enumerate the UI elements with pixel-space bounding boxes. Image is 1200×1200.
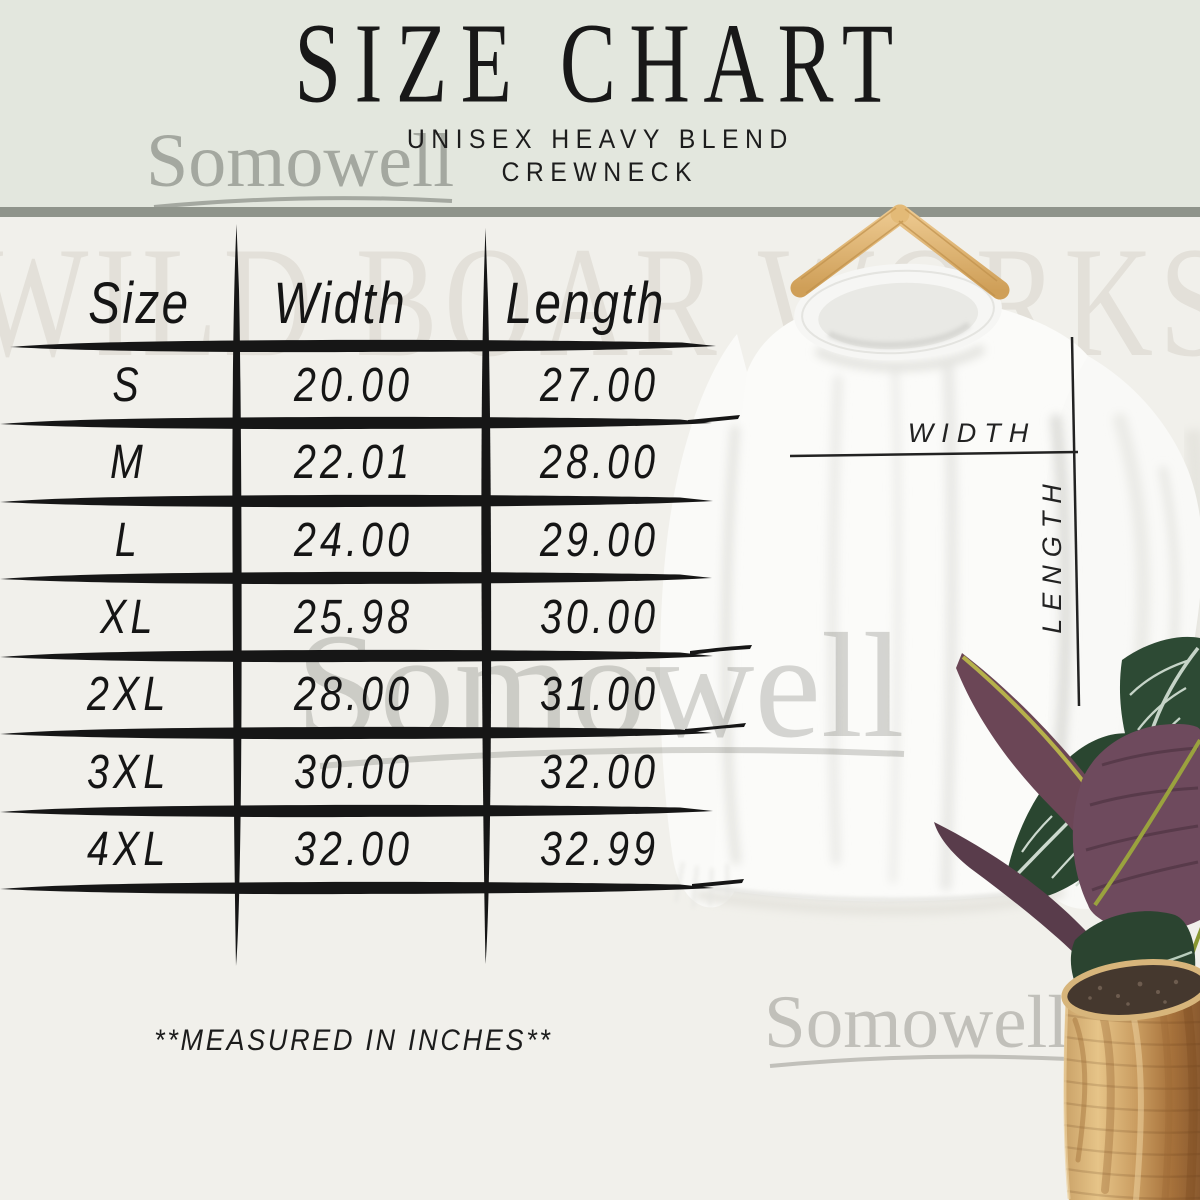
cell-length: 32.00 xyxy=(540,745,660,799)
measurement-footnote: **MEASURED IN INCHES** xyxy=(153,1024,553,1057)
header-divider xyxy=(0,207,1200,217)
subtitle-line2: CREWNECK xyxy=(501,157,699,187)
page-title: SIZE CHART xyxy=(293,0,907,127)
subtitle-line1: UNISEX HEAVY BLEND xyxy=(406,124,794,154)
cell-length: 28.00 xyxy=(540,435,660,489)
cell-width: 32.00 xyxy=(294,822,414,876)
cell-length: 29.00 xyxy=(540,513,660,567)
cell-size: 4XL xyxy=(86,822,170,876)
width-measure-label: WIDTH xyxy=(908,418,1036,448)
grid-vline-1 xyxy=(232,224,242,966)
cell-length: 27.00 xyxy=(540,358,660,412)
column-header-length: Length xyxy=(505,270,667,336)
cell-size: S xyxy=(112,358,144,412)
collar xyxy=(794,263,1002,361)
cell-size: XL xyxy=(99,590,157,644)
cell-width: 20.00 xyxy=(294,358,414,412)
vase-soil xyxy=(1061,959,1200,1021)
cell-width: 25.98 xyxy=(294,590,414,644)
garment-measure-annotation: WIDTH LENGTH xyxy=(789,336,1081,707)
leaf-purple-big xyxy=(1072,723,1200,932)
cell-size: 3XL xyxy=(86,745,170,799)
cell-length: 30.00 xyxy=(540,590,660,644)
cell-width: 28.00 xyxy=(294,667,414,721)
length-measure-line xyxy=(1070,336,1081,707)
cell-size: M xyxy=(109,435,147,489)
cell-length: 31.00 xyxy=(540,667,660,721)
cell-width: 22.01 xyxy=(294,435,414,489)
width-measure-line xyxy=(789,450,1079,458)
sweatshirt-graphic xyxy=(659,263,1200,915)
cell-width: 30.00 xyxy=(294,745,414,799)
column-header-width: Width xyxy=(273,270,407,336)
hanger-graphic xyxy=(790,204,1010,300)
cell-size: L xyxy=(114,513,141,567)
cell-length: 32.99 xyxy=(540,822,660,876)
cell-size: 2XL xyxy=(86,667,170,721)
cell-width: 24.00 xyxy=(294,513,414,567)
column-header-size: Size xyxy=(87,270,191,336)
grid-vline-2 xyxy=(481,228,492,964)
length-measure-label: LENGTH xyxy=(1037,476,1067,634)
vase-graphic xyxy=(1061,959,1200,1200)
